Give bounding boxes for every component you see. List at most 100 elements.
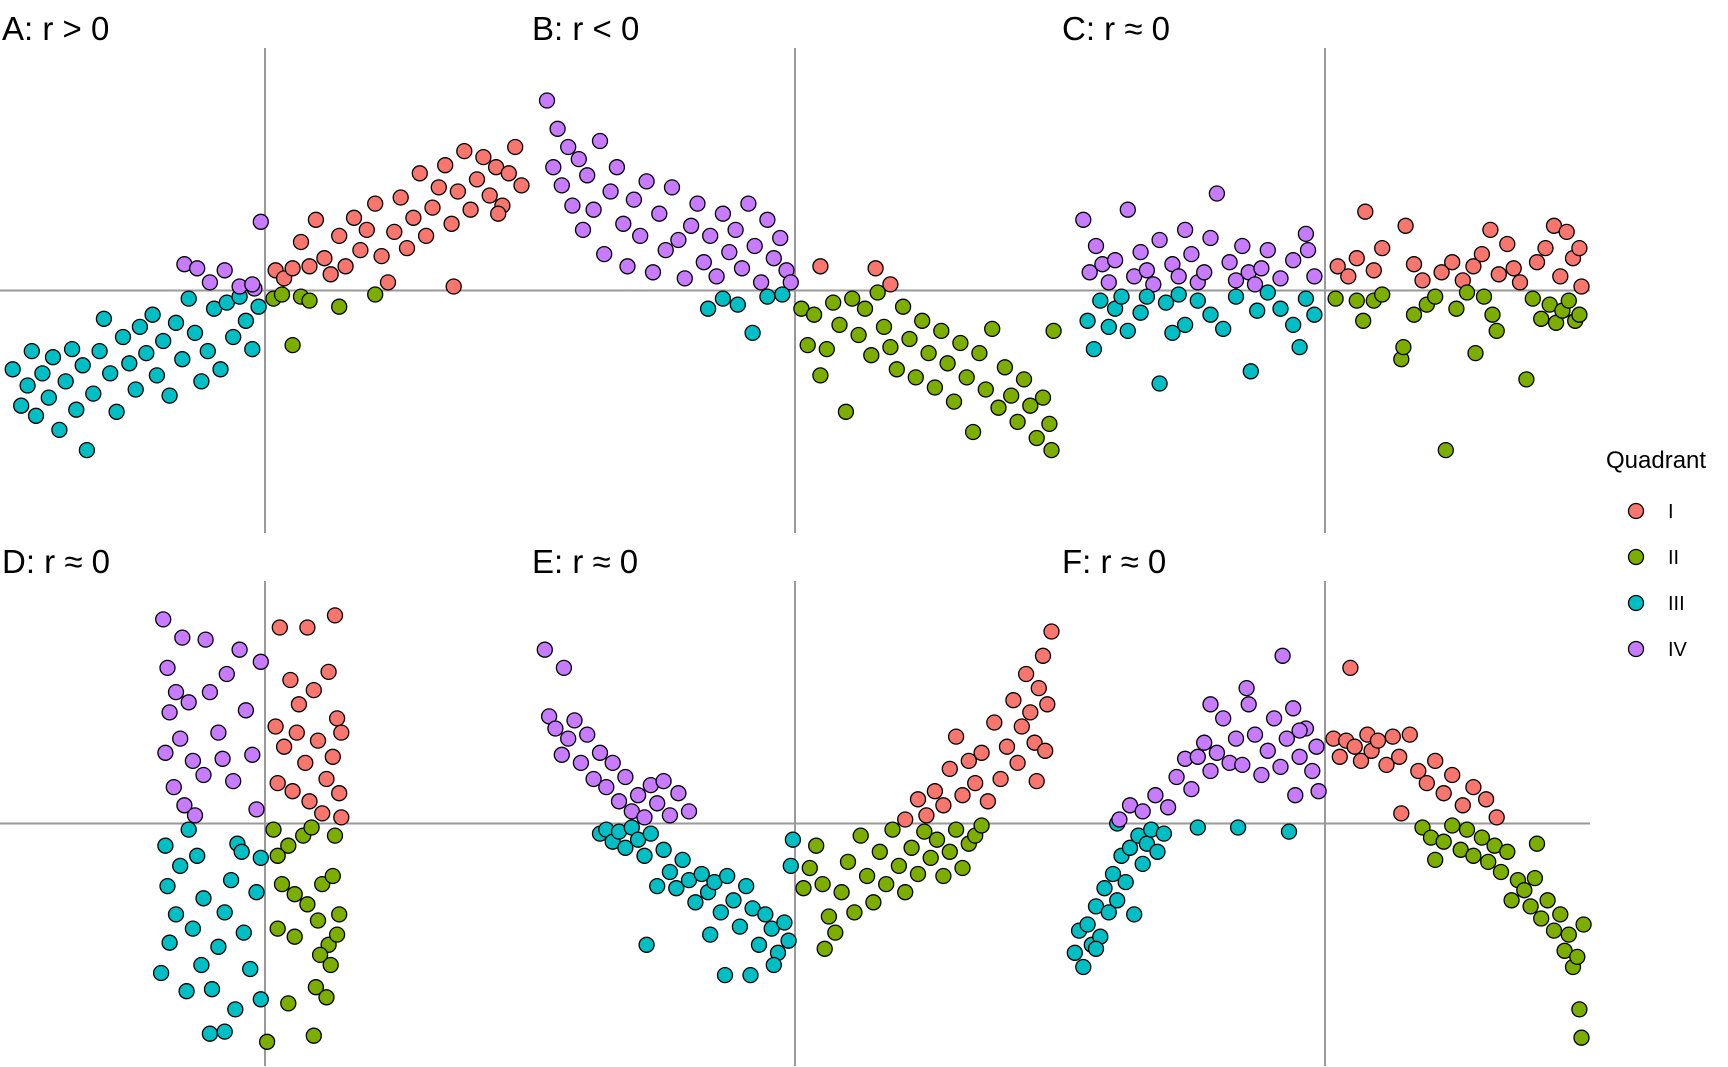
data-point <box>74 357 91 374</box>
data-point <box>1113 288 1130 305</box>
data-point <box>424 199 441 216</box>
data-point <box>846 904 863 921</box>
data-point <box>591 744 609 761</box>
data-point <box>345 209 363 226</box>
data-point <box>1159 799 1177 816</box>
data-point <box>1346 738 1363 755</box>
data-point <box>1134 803 1151 820</box>
data-point <box>977 381 994 398</box>
data-point <box>1168 768 1185 786</box>
data-point <box>1397 217 1414 234</box>
data-point <box>456 142 473 160</box>
data-point <box>311 946 329 964</box>
data-point <box>1306 306 1323 323</box>
data-point <box>1511 274 1529 291</box>
data-point <box>1272 270 1289 287</box>
data-point <box>1291 748 1308 765</box>
data-point <box>1117 873 1134 891</box>
data-point <box>333 809 350 826</box>
data-point <box>392 189 409 206</box>
data-point <box>1473 829 1491 846</box>
data-point <box>947 821 965 838</box>
data-point <box>782 857 799 875</box>
data-point <box>852 827 869 844</box>
data-point <box>922 849 939 867</box>
data-point <box>708 268 725 285</box>
data-point <box>680 803 698 820</box>
data-point <box>252 991 269 1008</box>
data-point <box>608 159 626 176</box>
data-point <box>759 288 776 305</box>
panel-b: B: r < 0 <box>530 10 1062 533</box>
data-point <box>352 241 369 259</box>
data-point <box>553 746 570 763</box>
data-point <box>784 831 802 848</box>
data-point <box>1465 778 1482 796</box>
data-point <box>661 807 679 824</box>
data-point <box>574 221 592 239</box>
data-point <box>602 183 619 200</box>
data-point <box>1410 762 1427 780</box>
data-point <box>490 205 507 222</box>
data-point <box>314 805 331 822</box>
data-point <box>1259 241 1276 259</box>
panel-title: B: r < 0 <box>532 10 639 47</box>
data-point <box>1119 322 1136 340</box>
panel-title: D: r ≈ 0 <box>2 543 110 580</box>
data-point <box>337 258 354 275</box>
data-point <box>201 1025 219 1042</box>
data-point <box>411 165 428 182</box>
data-point <box>1030 679 1047 697</box>
data-point <box>1104 865 1122 883</box>
data-point <box>939 355 956 372</box>
data-point <box>1202 306 1219 323</box>
data-point <box>610 793 628 810</box>
data-point <box>871 843 888 860</box>
data-point <box>318 989 335 1006</box>
data-point <box>839 853 857 871</box>
data-point <box>1075 211 1092 228</box>
data-point <box>27 407 45 424</box>
data-point <box>275 738 293 755</box>
data-point <box>1028 429 1045 447</box>
data-point <box>248 801 265 818</box>
data-point <box>157 744 174 761</box>
data-point <box>1560 926 1577 943</box>
data-point <box>598 778 615 796</box>
data-point <box>1151 375 1168 392</box>
data-point <box>604 754 621 772</box>
data-point <box>1253 260 1270 277</box>
data-point <box>1272 758 1289 776</box>
data-point <box>1458 821 1476 838</box>
data-point <box>309 912 327 929</box>
data-point <box>303 819 320 836</box>
data-point <box>284 783 301 800</box>
data-point <box>63 340 81 358</box>
data-point <box>195 890 212 907</box>
data-point <box>449 183 467 200</box>
data-point <box>1229 819 1247 836</box>
data-point <box>1571 239 1588 257</box>
data-point <box>1516 882 1533 899</box>
data-point <box>901 330 918 348</box>
data-point <box>572 754 590 772</box>
data-point <box>979 793 997 810</box>
data-point <box>971 344 988 362</box>
data-point <box>818 340 835 358</box>
data-point <box>916 823 933 840</box>
data-point <box>941 760 958 778</box>
data-point <box>712 904 729 921</box>
data-point <box>1435 785 1452 802</box>
data-point <box>244 746 261 763</box>
data-point <box>1427 752 1444 770</box>
data-point <box>1155 825 1173 842</box>
data-point <box>1435 833 1452 850</box>
data-point <box>1393 805 1410 822</box>
data-point <box>733 260 751 277</box>
data-point <box>689 195 706 212</box>
data-point <box>165 778 182 796</box>
data-point <box>1100 318 1117 336</box>
data-point <box>560 730 577 747</box>
data-point <box>935 867 952 885</box>
